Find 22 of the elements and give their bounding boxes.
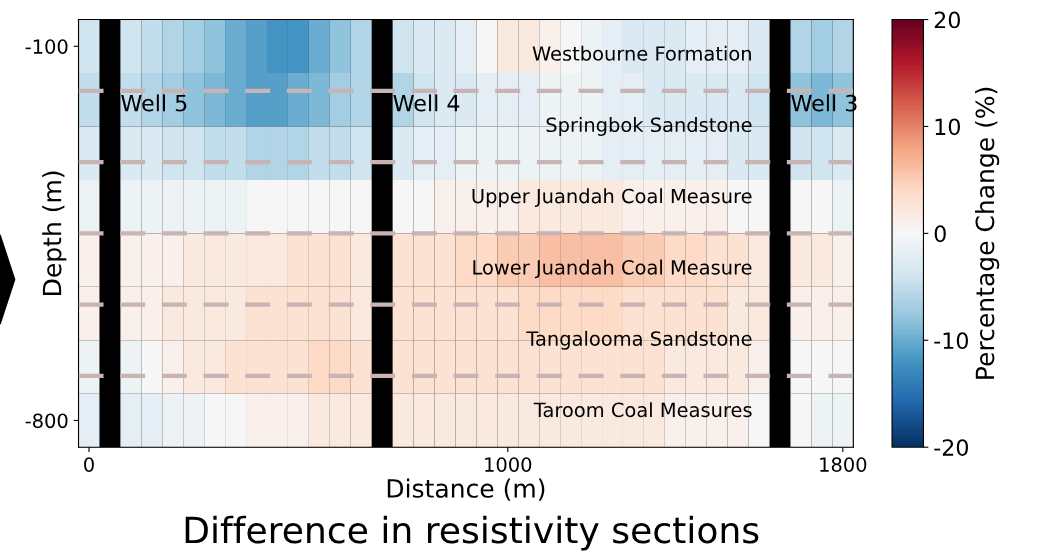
x-tick-label: 0: [84, 457, 94, 472]
x-axis-title: Distance (m): [387, 478, 545, 501]
color-bar-label: 0: [934, 225, 946, 243]
color-bar-label: 20: [934, 11, 960, 29]
color-bar-title: Percentage Change (%): [975, 87, 1000, 379]
annotation: Upper Juandah Coal Measure: [472, 188, 752, 208]
y-tick-label: -800: [25, 413, 68, 429]
annotation: Lower Juandah Coal Measure: [473, 259, 752, 279]
annotation: Well 4: [393, 94, 460, 112]
x-tick-label: 1800: [820, 457, 867, 472]
color-bar-label: -10: [934, 332, 968, 350]
x-tick-label: 1000: [485, 457, 532, 472]
annotation: Springbok Sandstone: [546, 117, 752, 136]
y-axis-title: Depth (m): [42, 171, 67, 295]
annotation: Taroom Coal Measures: [533, 402, 752, 418]
annotation: Well 5: [121, 94, 187, 112]
y-tick-label: -100: [25, 39, 68, 54]
text: Difference in resistivity sections: [185, 515, 759, 551]
annotation: Westbourne Formation: [532, 45, 751, 61]
color-bar-label: -20: [934, 439, 968, 456]
annotation: Tangalooma Sandstone: [526, 330, 752, 350]
color-bar-label: 10: [935, 118, 960, 136]
